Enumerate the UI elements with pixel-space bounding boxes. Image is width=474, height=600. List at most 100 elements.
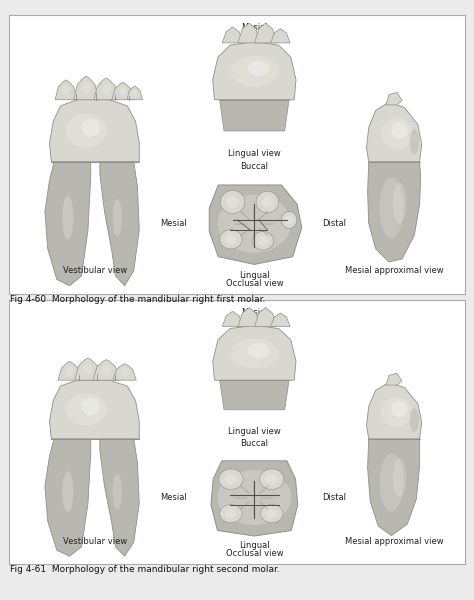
Ellipse shape	[220, 190, 245, 214]
Ellipse shape	[82, 398, 100, 415]
Ellipse shape	[225, 474, 237, 484]
Polygon shape	[368, 162, 420, 262]
Ellipse shape	[82, 118, 100, 137]
Ellipse shape	[393, 458, 406, 497]
Polygon shape	[255, 308, 277, 326]
Polygon shape	[386, 92, 402, 105]
Polygon shape	[45, 162, 91, 286]
Polygon shape	[219, 100, 289, 131]
Polygon shape	[366, 382, 422, 439]
Ellipse shape	[218, 194, 291, 253]
Polygon shape	[238, 308, 260, 326]
Text: Buccal: Buccal	[240, 162, 268, 171]
Text: Vestibular view: Vestibular view	[63, 538, 128, 547]
Polygon shape	[271, 313, 290, 326]
Ellipse shape	[248, 61, 270, 76]
Ellipse shape	[101, 365, 111, 375]
Ellipse shape	[256, 191, 279, 213]
Ellipse shape	[62, 471, 73, 512]
Polygon shape	[213, 42, 296, 100]
Ellipse shape	[119, 87, 127, 95]
Ellipse shape	[219, 230, 242, 249]
Ellipse shape	[82, 82, 91, 94]
Ellipse shape	[132, 89, 137, 97]
Polygon shape	[49, 100, 139, 162]
Polygon shape	[222, 27, 243, 43]
Text: Fig 4-60  Morphology of the mandibular right first molar.: Fig 4-60 Morphology of the mandibular ri…	[10, 295, 266, 304]
Polygon shape	[112, 82, 134, 100]
Polygon shape	[222, 311, 243, 326]
Ellipse shape	[113, 199, 122, 236]
Ellipse shape	[62, 85, 70, 95]
Polygon shape	[238, 23, 260, 43]
Polygon shape	[55, 80, 77, 100]
Ellipse shape	[380, 454, 403, 511]
Ellipse shape	[410, 408, 419, 432]
Polygon shape	[100, 439, 139, 556]
Ellipse shape	[266, 509, 277, 518]
Text: Mesial approximal view: Mesial approximal view	[345, 538, 444, 547]
Ellipse shape	[285, 215, 293, 224]
Polygon shape	[113, 364, 136, 380]
Ellipse shape	[260, 469, 284, 490]
Text: Occlusal view: Occlusal view	[226, 549, 283, 558]
Text: Lingual: Lingual	[239, 541, 270, 550]
Ellipse shape	[392, 401, 407, 418]
Ellipse shape	[230, 56, 278, 87]
Ellipse shape	[281, 211, 297, 229]
Polygon shape	[75, 358, 101, 380]
Ellipse shape	[219, 505, 242, 523]
Ellipse shape	[65, 366, 74, 376]
Ellipse shape	[218, 470, 291, 525]
Text: Mesial: Mesial	[241, 23, 268, 32]
Ellipse shape	[230, 338, 278, 368]
Ellipse shape	[258, 236, 268, 245]
Polygon shape	[45, 439, 91, 556]
Ellipse shape	[102, 83, 110, 94]
Text: Distal: Distal	[322, 493, 346, 502]
Text: Distal: Distal	[322, 219, 346, 228]
Text: Mesial: Mesial	[241, 308, 268, 317]
Ellipse shape	[248, 343, 270, 358]
Ellipse shape	[227, 196, 239, 208]
Ellipse shape	[253, 232, 273, 250]
Polygon shape	[368, 439, 419, 536]
Ellipse shape	[65, 394, 107, 425]
Polygon shape	[209, 185, 302, 265]
Ellipse shape	[225, 235, 237, 244]
Polygon shape	[255, 23, 277, 43]
Ellipse shape	[262, 197, 273, 208]
Text: Buccal: Buccal	[240, 439, 268, 448]
Polygon shape	[100, 162, 139, 286]
Ellipse shape	[410, 129, 419, 155]
Text: Fig 4-61  Morphology of the mandibular right second molar.: Fig 4-61 Morphology of the mandibular ri…	[10, 565, 280, 574]
Ellipse shape	[380, 177, 403, 238]
Ellipse shape	[381, 397, 413, 427]
Text: Lingual view: Lingual view	[228, 149, 281, 158]
Polygon shape	[213, 325, 296, 380]
Ellipse shape	[113, 474, 122, 509]
Ellipse shape	[65, 113, 107, 148]
Ellipse shape	[62, 196, 73, 239]
Ellipse shape	[225, 509, 237, 518]
Text: Lingual: Lingual	[239, 271, 270, 280]
Polygon shape	[73, 76, 99, 100]
Polygon shape	[127, 86, 143, 100]
Polygon shape	[93, 359, 119, 380]
Text: Vestibular view: Vestibular view	[63, 266, 128, 275]
Ellipse shape	[120, 368, 129, 376]
Polygon shape	[386, 373, 402, 385]
Polygon shape	[49, 380, 139, 439]
Polygon shape	[94, 78, 118, 100]
Text: Lingual view: Lingual view	[228, 427, 281, 436]
Text: Mesial: Mesial	[160, 219, 187, 228]
Polygon shape	[366, 102, 422, 162]
Text: Mesial approximal view: Mesial approximal view	[345, 266, 444, 275]
Text: Occlusal view: Occlusal view	[226, 279, 283, 288]
Polygon shape	[219, 380, 289, 410]
Text: Mesial: Mesial	[160, 493, 187, 502]
Ellipse shape	[381, 118, 413, 149]
Ellipse shape	[265, 474, 278, 484]
Ellipse shape	[260, 505, 283, 523]
Polygon shape	[58, 361, 82, 380]
